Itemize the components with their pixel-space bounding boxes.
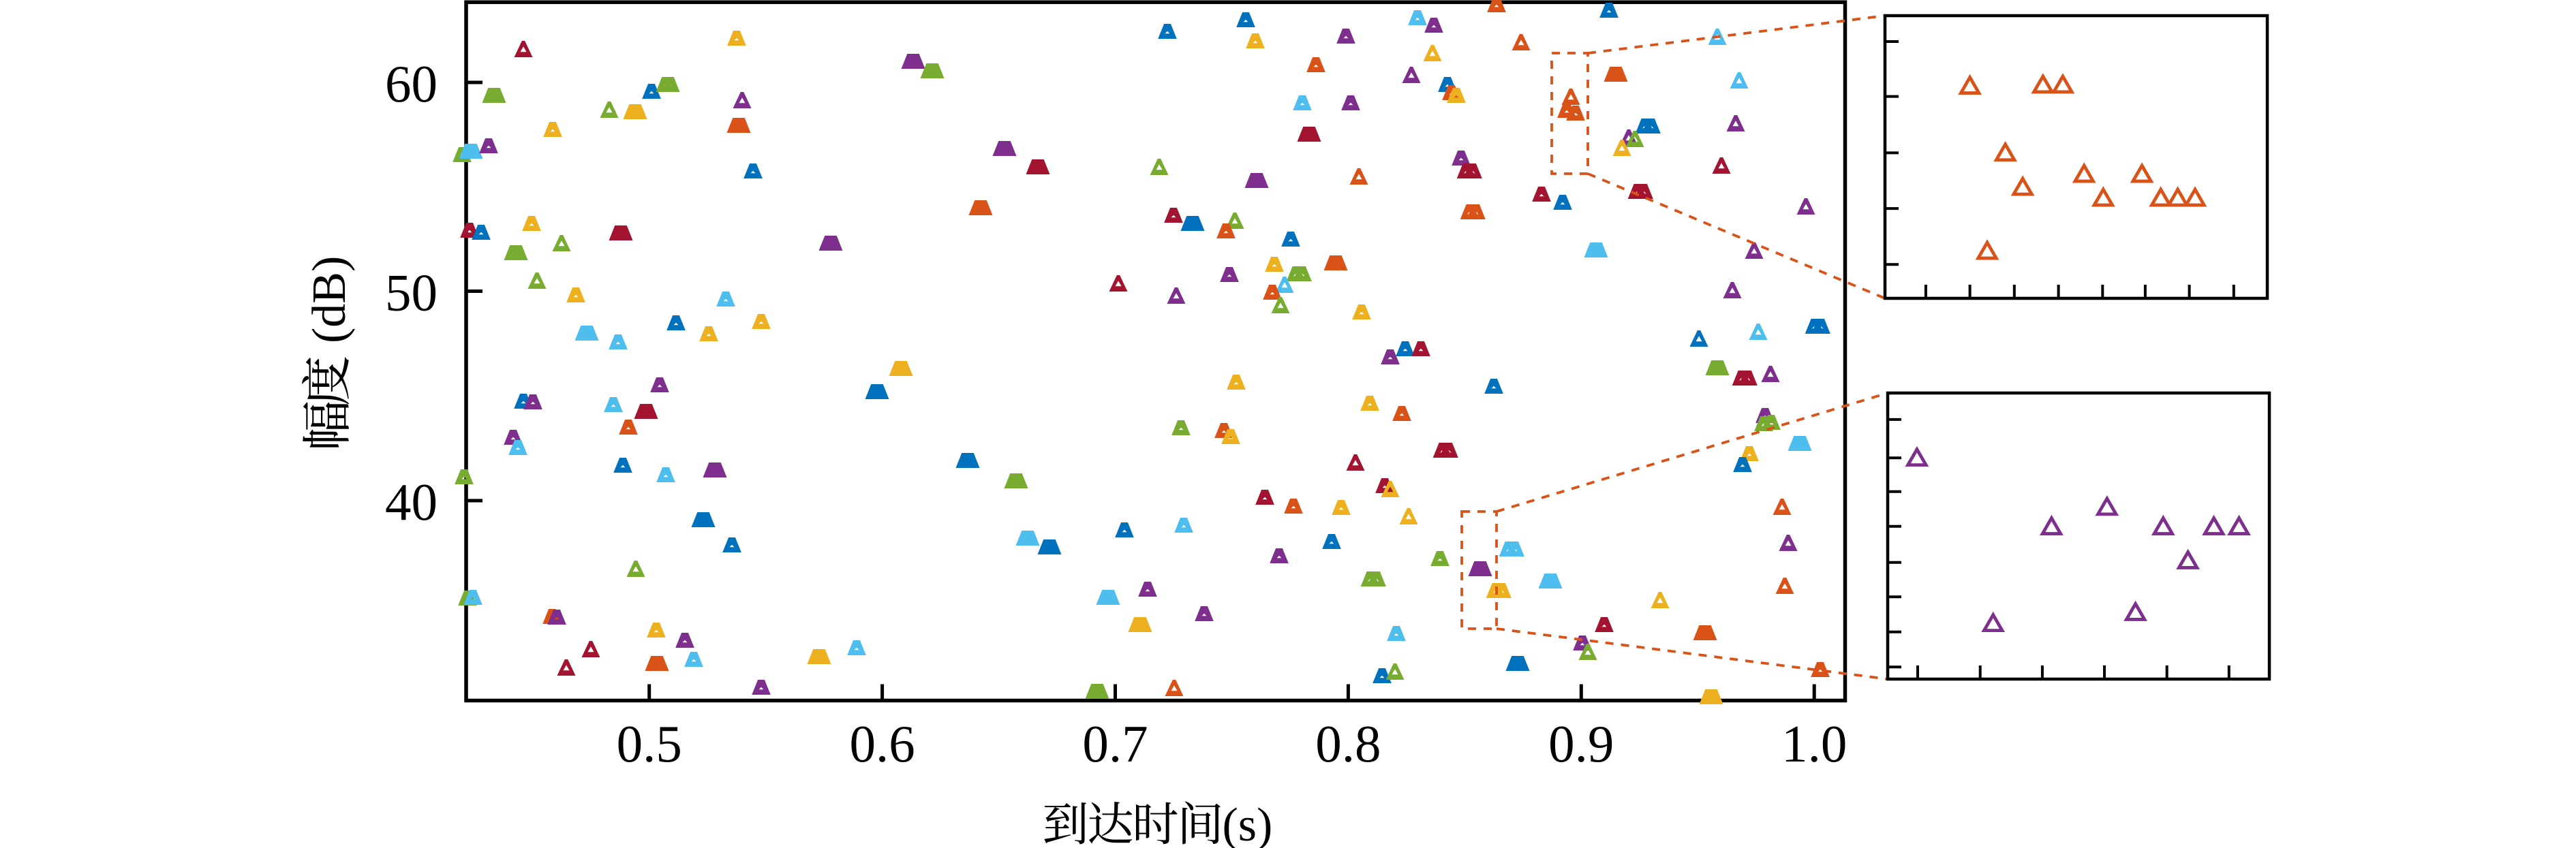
svg-text:0.7: 0.7 bbox=[1082, 714, 1148, 773]
svg-text:(dB): (dB) bbox=[303, 256, 356, 343]
svg-text:1.0: 1.0 bbox=[1781, 714, 1847, 773]
svg-text:0.8: 0.8 bbox=[1315, 714, 1381, 773]
svg-text:0.6: 0.6 bbox=[849, 714, 915, 773]
svg-text:0.9: 0.9 bbox=[1548, 714, 1614, 773]
svg-text:60: 60 bbox=[385, 54, 438, 113]
svg-text:50: 50 bbox=[385, 264, 438, 322]
svg-text:(s): (s) bbox=[1223, 799, 1273, 848]
svg-text:40: 40 bbox=[385, 473, 438, 531]
svg-text:0.5: 0.5 bbox=[617, 714, 682, 773]
